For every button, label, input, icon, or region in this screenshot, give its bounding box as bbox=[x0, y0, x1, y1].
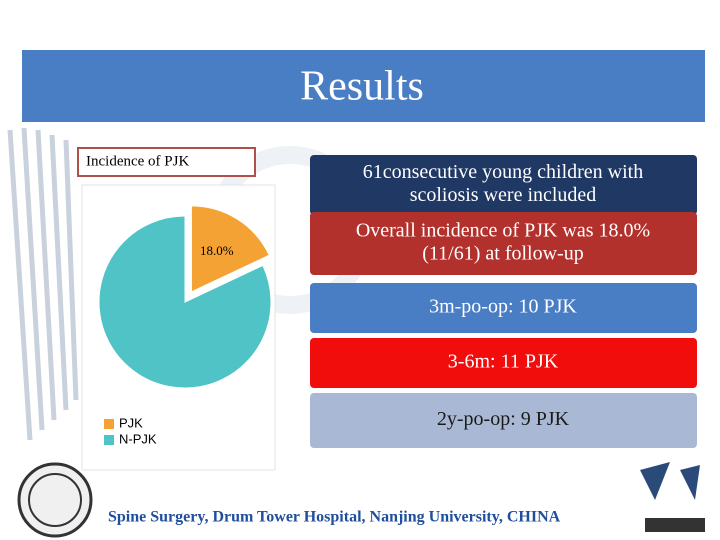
decoration-stripes bbox=[7, 127, 79, 441]
chart-title: Incidence of PJK bbox=[86, 153, 189, 169]
info-text: 61consecutive young children with bbox=[363, 161, 644, 183]
value-label: 18.0% bbox=[200, 243, 234, 258]
logo-right bbox=[640, 462, 700, 500]
info-text: scoliosis were included bbox=[410, 184, 597, 206]
logo-left-inner bbox=[28, 473, 82, 527]
boxes: 61consecutive young children withscolios… bbox=[310, 155, 697, 448]
info-box bbox=[310, 393, 697, 448]
pie-slice bbox=[190, 205, 270, 293]
info-box bbox=[310, 212, 697, 275]
legend-label: PJK bbox=[119, 415, 143, 430]
slide-title: Results bbox=[300, 64, 424, 110]
info-text: (11/61) at follow-up bbox=[422, 243, 583, 265]
info-text: 2y-po-op: 9 PJK bbox=[437, 408, 570, 430]
legend-swatch bbox=[104, 419, 114, 429]
logo-right-plate bbox=[645, 518, 705, 532]
info-box bbox=[310, 338, 697, 388]
legend-label: N-PJK bbox=[119, 431, 157, 446]
footer-text: Spine Surgery, Drum Tower Hospital, Nanj… bbox=[108, 509, 561, 526]
info-box bbox=[310, 283, 697, 333]
chart-title-box bbox=[77, 147, 256, 177]
pie-slice bbox=[98, 215, 272, 389]
legend-swatch bbox=[104, 435, 114, 445]
info-box bbox=[310, 155, 697, 215]
title-bar bbox=[22, 50, 705, 122]
info-text: 3-6m: 11 PJK bbox=[448, 351, 559, 373]
info-text: Overall incidence of PJK was 18.0% bbox=[356, 220, 650, 242]
info-text: 3m-po-op: 10 PJK bbox=[429, 296, 577, 318]
